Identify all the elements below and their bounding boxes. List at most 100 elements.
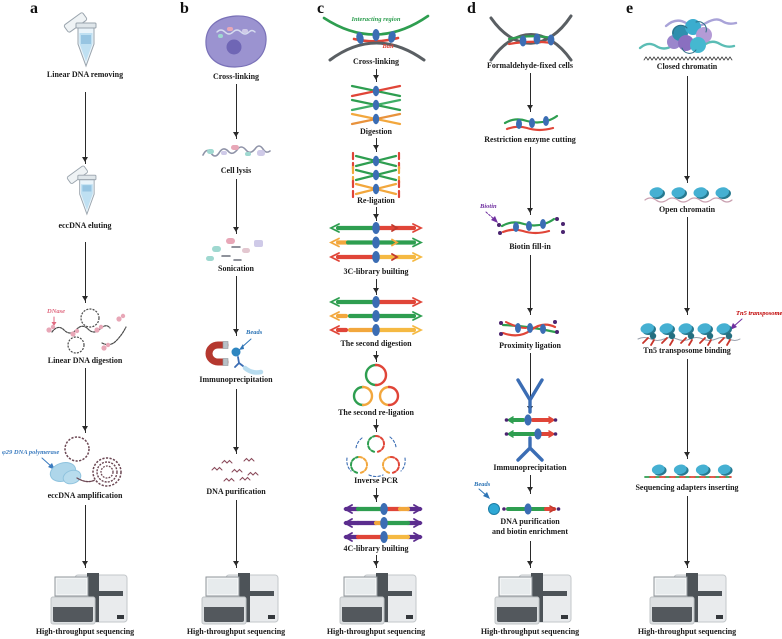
step-label: High-throughput sequencing — [35, 627, 135, 636]
step-label: Biotin fill-in — [509, 242, 551, 251]
step-label: Formaldehyde-fixed cells — [487, 61, 573, 70]
flow-arrow — [684, 359, 690, 459]
eccdna-linear-digestion-icon — [40, 305, 130, 355]
panel-letter-e: e — [626, 0, 634, 17]
step-label: 4C-library builting — [343, 544, 409, 553]
flow-arrow — [233, 276, 239, 336]
ligated-loop-icon — [498, 318, 560, 342]
step-label: Closed chromatin — [656, 62, 718, 71]
biotin-annotation: Biotin — [480, 203, 497, 210]
hybrid-circles-icon — [350, 363, 402, 407]
flow-arrow — [82, 242, 88, 303]
annotation-arrow-icon — [485, 211, 502, 226]
step-label: Cross-linking — [212, 72, 260, 81]
flow-arrow — [82, 92, 88, 164]
tn5-annotation: Tn5 transposome — [736, 310, 782, 317]
closed-chromatin-icon — [638, 14, 738, 66]
pcr-circles-icon — [346, 434, 406, 478]
phi29-annotation: φ29 DNA polymerase — [2, 449, 60, 456]
flow-arrow — [233, 500, 239, 568]
step-label: High-throughput sequencing — [186, 627, 286, 636]
flow-arrow — [527, 541, 533, 568]
bait-annotation: Bait — [382, 43, 394, 50]
crossed-fragments-icon — [350, 84, 402, 126]
step-label: Open chromatin — [658, 205, 716, 214]
step-label: High-throughput sequencing — [480, 627, 580, 636]
purified-dna-fragments-icon — [208, 457, 262, 485]
step-label: Linear DNA digestion — [47, 356, 123, 365]
step-label: High-throughput sequencing — [326, 627, 426, 636]
cut-chromatin-icon — [503, 114, 559, 136]
flow-arrow — [373, 488, 379, 502]
flow-arrow — [233, 84, 239, 139]
sequencer-icon — [334, 570, 418, 627]
adapter-insertion-icon — [643, 461, 734, 483]
interacting-loci-icon — [320, 12, 432, 62]
microcentrifuge-tube-icon — [66, 165, 105, 218]
flow-arrow — [373, 279, 379, 295]
sequencer-icon — [644, 570, 728, 627]
annotation-arrow-icon — [50, 316, 58, 327]
open-chromatin-icon — [643, 184, 733, 206]
primer-bars-icon — [342, 503, 424, 544]
step-label: Cell lysis — [220, 166, 252, 175]
flow-arrow — [527, 73, 533, 112]
step-label: High-throughput sequencing — [637, 627, 737, 636]
tn5-binding-icon — [636, 317, 741, 347]
rolling-circle-amplification-icon — [45, 434, 130, 489]
biotin-filled-ends-icon — [496, 215, 566, 241]
step-label: Restriction enzyme cutting — [484, 135, 576, 144]
antibody-bars-icon — [504, 378, 558, 462]
flow-arrow — [684, 217, 690, 315]
bead-dna-bar-icon — [486, 495, 562, 519]
flow-arrow — [684, 496, 690, 568]
flow-arrow — [373, 207, 379, 221]
flow-arrow — [233, 389, 239, 454]
flow-arrow — [527, 147, 533, 215]
panel-letter-b: b — [180, 0, 189, 17]
step-label: Tn5 transposome binding — [643, 346, 731, 355]
flow-arrow — [527, 475, 533, 494]
step-label: Linear DNA removing — [46, 70, 124, 79]
step-label: The second digestion — [340, 339, 412, 348]
sequencer-icon — [45, 570, 129, 627]
step-label: Sequencing adapters inserting — [635, 483, 739, 492]
sheared-fragments-icon — [204, 236, 268, 264]
annotation-arrow-icon — [478, 488, 493, 501]
interacting-region-annotation: Interacting region — [351, 16, 401, 23]
step-label: Digestion — [360, 127, 392, 136]
panel-letter-c: c — [317, 0, 325, 17]
step-label: and biotin enrichment — [491, 527, 569, 536]
step-label: Immunoprecipitation — [493, 463, 567, 472]
microcentrifuge-tube-icon — [63, 12, 106, 69]
sequencer-icon — [489, 570, 573, 627]
dnase-annotation: DNase — [47, 308, 66, 315]
hybrid-bars-cut-icon — [328, 296, 424, 339]
fixed-chromatin-icon — [487, 14, 575, 62]
flow-arrow — [82, 368, 88, 433]
chromatin-fiber-icon — [201, 141, 271, 165]
flow-arrow — [684, 76, 690, 183]
step-label: Sonication — [217, 264, 255, 273]
step-label: Proximity ligation — [499, 341, 561, 350]
step-label: Inverse PCR — [354, 476, 398, 485]
beads-annotation: Beads — [474, 481, 491, 488]
magnet-bead-antibody-icon — [203, 337, 269, 377]
sequencer-icon — [196, 570, 280, 627]
cell-icon — [203, 14, 269, 69]
beads-annotation: Beads — [246, 329, 263, 336]
ligated-crosses-icon — [348, 151, 404, 199]
flow-arrow — [373, 351, 379, 362]
step-label: 3C-library builting — [343, 267, 409, 276]
flow-arrow — [233, 179, 239, 234]
flow-arrow — [373, 555, 379, 568]
step-label: Immunoprecipitation — [199, 375, 273, 384]
flow-arrow — [527, 255, 533, 315]
flow-arrow — [373, 69, 379, 82]
flow-arrow — [373, 419, 379, 432]
step-label: Cross-linking — [352, 57, 400, 66]
hybrid-bars-icon — [328, 222, 424, 267]
flow-arrow — [373, 138, 379, 152]
flow-arrow — [82, 505, 88, 568]
